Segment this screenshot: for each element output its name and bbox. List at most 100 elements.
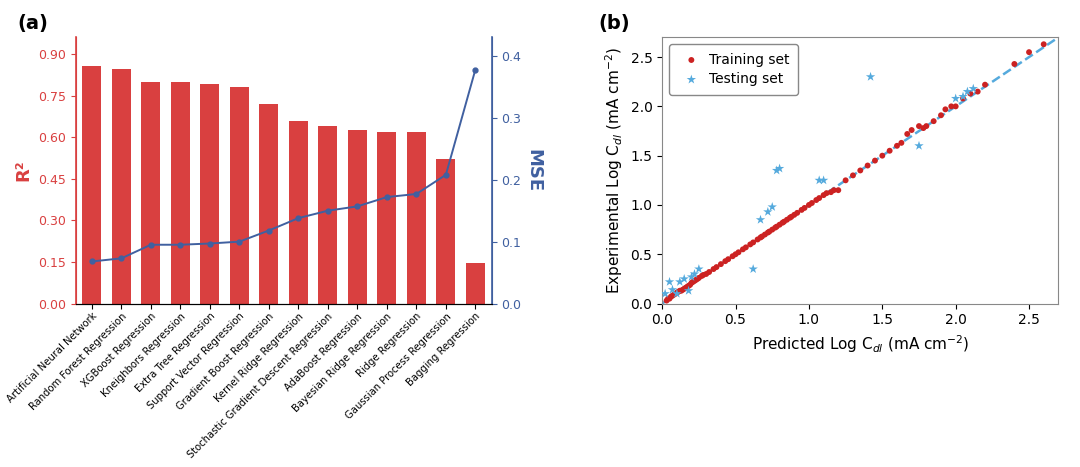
Training set	[969, 88, 986, 95]
Testing set	[657, 290, 674, 297]
Testing set	[664, 286, 681, 293]
Training set	[693, 272, 711, 280]
Training set	[685, 278, 702, 286]
Training set	[976, 81, 994, 88]
Training set	[783, 213, 800, 220]
Training set	[660, 295, 677, 302]
Training set	[889, 142, 906, 149]
Training set	[1005, 60, 1023, 68]
Training set	[866, 157, 883, 164]
Training set	[943, 103, 960, 110]
Training set	[837, 177, 854, 184]
Training set	[926, 117, 943, 125]
Testing set	[744, 265, 761, 273]
Bar	[200, 85, 219, 304]
Training set	[681, 281, 699, 289]
Testing set	[759, 208, 777, 216]
Training set	[915, 124, 932, 132]
Testing set	[661, 278, 678, 286]
Bar	[348, 130, 367, 304]
Testing set	[752, 216, 769, 224]
Text: (a): (a)	[17, 14, 49, 33]
Training set	[677, 284, 694, 291]
Training set	[785, 211, 802, 219]
Training set	[724, 253, 741, 260]
Training set	[742, 241, 759, 248]
Text: (b): (b)	[598, 14, 631, 33]
Training set	[910, 122, 928, 130]
Training set	[800, 201, 818, 209]
Training set	[754, 233, 771, 240]
Training set	[936, 106, 954, 113]
Y-axis label: R²: R²	[14, 160, 32, 181]
Testing set	[671, 278, 688, 286]
Bar	[377, 132, 396, 304]
Training set	[756, 231, 773, 238]
Training set	[662, 293, 679, 300]
Bar	[436, 159, 456, 304]
Training set	[796, 204, 813, 212]
Training set	[1035, 41, 1052, 48]
Training set	[658, 297, 675, 304]
Testing set	[680, 287, 698, 295]
Training set	[903, 126, 920, 134]
Training set	[676, 285, 693, 292]
Training set	[781, 214, 798, 221]
Bar	[465, 263, 485, 304]
Testing set	[771, 165, 788, 172]
Training set	[666, 290, 684, 297]
Training set	[719, 255, 737, 263]
Y-axis label: Experimental Log C$_{dl}$ (mA cm$^{-2}$): Experimental Log C$_{dl}$ (mA cm$^{-2}$)	[604, 47, 625, 294]
Training set	[670, 288, 687, 296]
Testing set	[686, 270, 703, 278]
Training set	[701, 268, 718, 276]
Testing set	[811, 177, 828, 184]
Training set	[961, 90, 978, 97]
Training set	[818, 190, 835, 197]
Testing set	[768, 167, 785, 174]
Bar	[171, 82, 190, 304]
Training set	[690, 274, 707, 282]
Training set	[734, 246, 752, 253]
Bar	[288, 120, 308, 304]
Training set	[852, 167, 869, 174]
Training set	[845, 172, 862, 179]
Training set	[687, 276, 704, 283]
Testing set	[955, 93, 972, 100]
Y-axis label: MSE: MSE	[524, 149, 542, 192]
Training set	[764, 226, 781, 234]
Training set	[771, 221, 788, 228]
Training set	[955, 95, 972, 102]
Testing set	[947, 95, 964, 102]
Training set	[752, 234, 769, 241]
Bar	[407, 133, 426, 304]
Training set	[661, 295, 678, 302]
Training set	[694, 271, 712, 279]
Training set	[815, 191, 833, 199]
Training set	[686, 277, 703, 284]
Training set	[671, 287, 688, 295]
Legend: Training set, Testing set: Training set, Testing set	[670, 44, 798, 94]
Training set	[768, 223, 785, 230]
Bar	[82, 66, 102, 304]
Training set	[822, 188, 839, 196]
Training set	[689, 275, 706, 283]
Training set	[680, 282, 698, 290]
Training set	[811, 194, 828, 202]
Training set	[804, 199, 821, 207]
Training set	[932, 112, 949, 119]
Training set	[748, 236, 766, 243]
Training set	[918, 122, 935, 130]
Testing set	[862, 73, 879, 80]
Training set	[683, 279, 700, 287]
Training set	[899, 130, 916, 138]
Testing set	[815, 177, 833, 184]
Training set	[793, 206, 810, 213]
Training set	[738, 244, 755, 251]
Testing set	[669, 290, 686, 297]
X-axis label: Predicted Log C$_{dl}$ (mA cm$^{-2}$): Predicted Log C$_{dl}$ (mA cm$^{-2}$)	[752, 333, 969, 354]
Training set	[893, 139, 910, 147]
Training set	[673, 287, 690, 295]
Training set	[669, 289, 686, 297]
Bar	[259, 104, 279, 304]
